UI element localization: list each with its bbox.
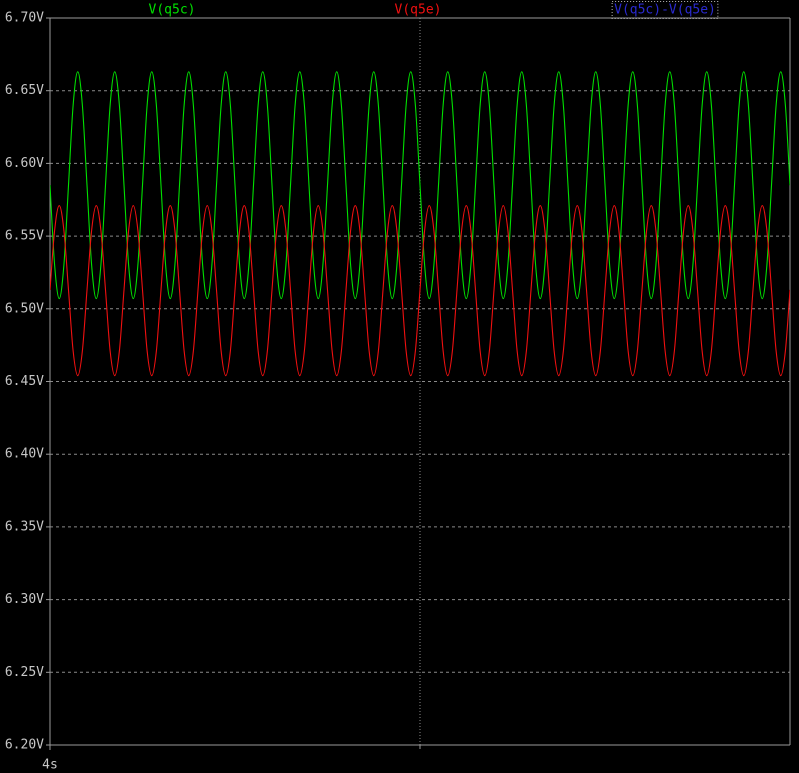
- trace: [50, 205, 790, 377]
- y-tick-label: 6.45V: [5, 374, 44, 389]
- legend-entry: V(q5c): [149, 3, 196, 18]
- trace: [50, 71, 790, 300]
- legend-entry: V(q5c)-V(q5e): [614, 3, 716, 18]
- legend-entry: V(q5e): [395, 3, 442, 18]
- y-tick-label: 6.60V: [5, 156, 44, 171]
- x-tick-label: 4s: [42, 758, 58, 773]
- y-tick-label: 6.40V: [5, 447, 44, 462]
- y-tick-label: 6.65V: [5, 83, 44, 98]
- y-tick-label: 6.50V: [5, 301, 44, 316]
- y-tick-label: 6.70V: [5, 11, 44, 26]
- y-tick-label: 6.35V: [5, 519, 44, 534]
- y-tick-label: 6.20V: [5, 738, 44, 753]
- legend-selection-box: [611, 1, 719, 19]
- y-tick-label: 6.30V: [5, 592, 44, 607]
- y-tick-label: 6.55V: [5, 229, 44, 244]
- y-tick-label: 6.25V: [5, 665, 44, 680]
